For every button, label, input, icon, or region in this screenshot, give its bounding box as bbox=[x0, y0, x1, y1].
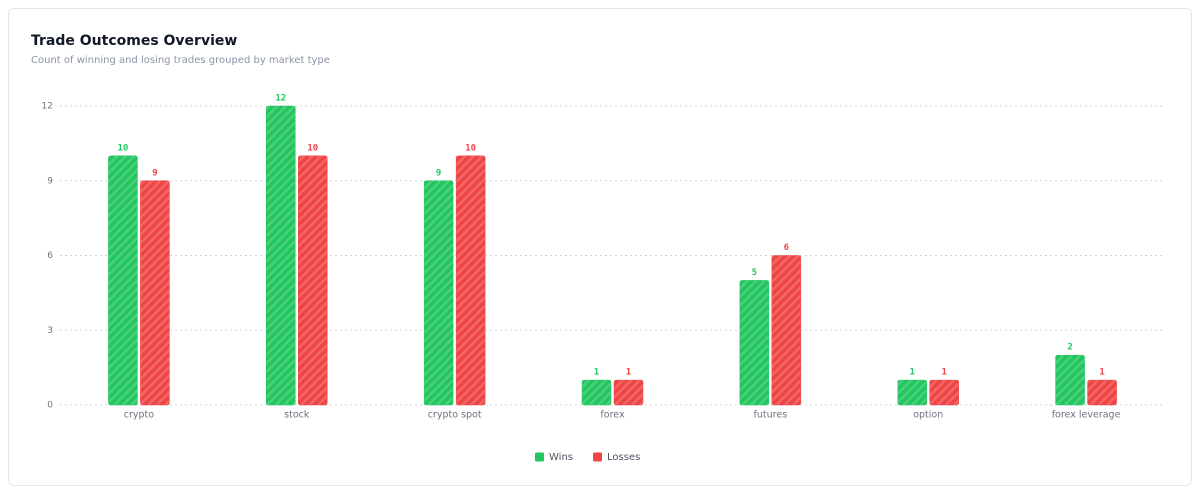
bar bbox=[739, 280, 770, 406]
bar bbox=[423, 180, 454, 406]
value-label: 1 bbox=[942, 368, 947, 378]
value-label: 12 bbox=[275, 94, 286, 104]
value-label: 10 bbox=[118, 143, 129, 153]
legend-label: Losses bbox=[607, 452, 640, 463]
y-tick-label: 0 bbox=[47, 401, 53, 411]
chart-title: Trade Outcomes Overview bbox=[31, 33, 237, 49]
value-label: 2 bbox=[1067, 343, 1072, 353]
chart-subtitle: Count of winning and losing trades group… bbox=[31, 55, 330, 66]
value-label: 10 bbox=[307, 143, 318, 153]
x-tick-label: forex bbox=[600, 410, 625, 421]
bar bbox=[929, 379, 959, 406]
y-tick-label: 3 bbox=[47, 326, 53, 336]
bar bbox=[140, 180, 170, 406]
value-label: 6 bbox=[784, 243, 789, 253]
value-label: 5 bbox=[752, 268, 757, 278]
bar bbox=[897, 379, 927, 406]
legend-swatch bbox=[593, 452, 602, 462]
value-label: 1 bbox=[594, 368, 599, 378]
bar bbox=[1055, 354, 1085, 406]
x-tick-label: stock bbox=[284, 410, 310, 421]
bar bbox=[455, 155, 486, 406]
x-tick-label: option bbox=[913, 410, 943, 421]
value-label: 10 bbox=[465, 143, 476, 153]
card bbox=[8, 8, 1192, 486]
x-tick-label: forex leverage bbox=[1052, 410, 1121, 421]
value-label: 1 bbox=[910, 368, 915, 378]
value-label: 9 bbox=[152, 168, 157, 178]
bar bbox=[108, 155, 138, 406]
x-tick-label: futures bbox=[754, 410, 788, 421]
legend-label: Wins bbox=[549, 452, 573, 463]
y-tick-label: 12 bbox=[42, 102, 53, 112]
value-label: 1 bbox=[1099, 368, 1104, 378]
x-tick-label: crypto spot bbox=[428, 410, 482, 421]
y-tick-label: 9 bbox=[47, 176, 53, 186]
x-tick-label: crypto bbox=[124, 410, 155, 421]
legend-swatch bbox=[535, 452, 544, 462]
value-label: 9 bbox=[436, 168, 441, 178]
bar bbox=[581, 379, 612, 406]
bar bbox=[1087, 379, 1117, 406]
value-label: 1 bbox=[626, 368, 631, 378]
y-tick-label: 6 bbox=[47, 251, 53, 261]
bar bbox=[771, 255, 802, 406]
bar bbox=[298, 155, 328, 406]
bar bbox=[613, 379, 644, 406]
bar bbox=[266, 105, 296, 406]
